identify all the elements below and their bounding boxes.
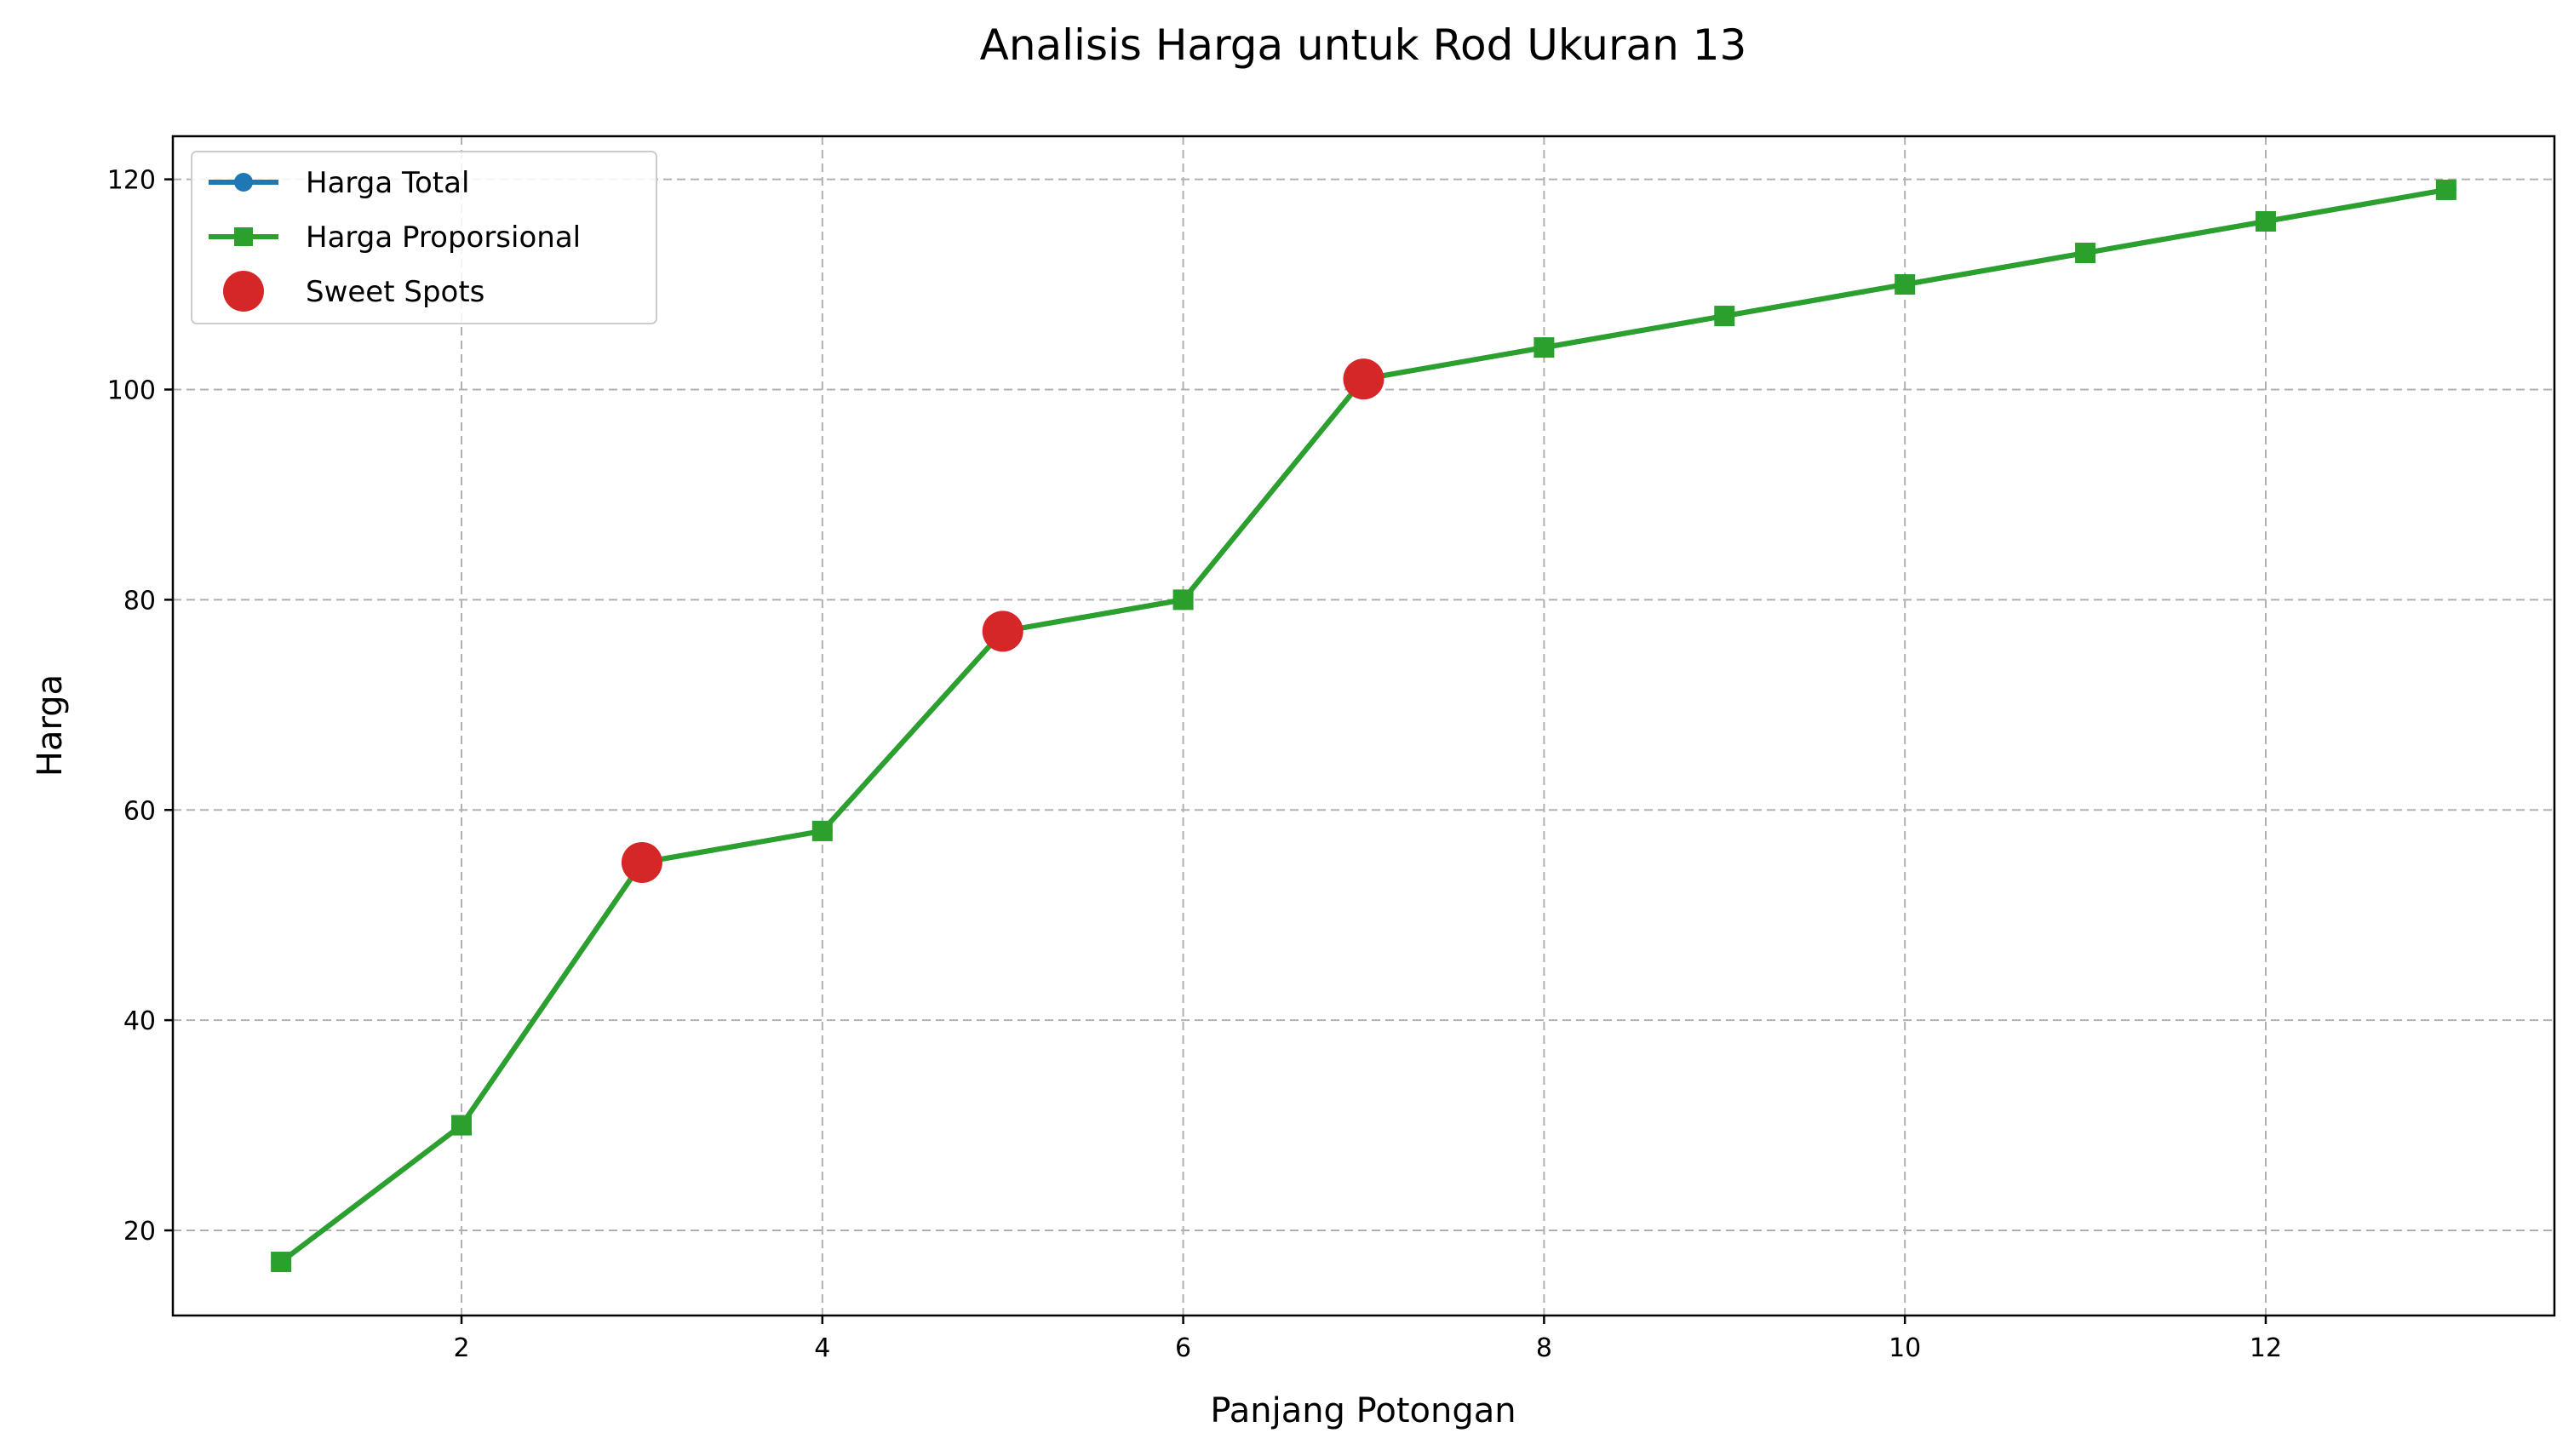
y-tick-label: 120: [107, 166, 156, 196]
series-layer: [271, 179, 2456, 1273]
plot-frame: [171, 135, 2556, 1317]
data-point: [1895, 274, 1916, 295]
data-point: [1172, 589, 1194, 610]
x-axis-ticks: 2 4 6 8 10 12: [453, 1316, 2282, 1363]
data-point: [2075, 243, 2096, 264]
sweet-spot-point: [982, 610, 1023, 652]
legend-marker: [234, 173, 253, 192]
data-point: [2255, 210, 2276, 232]
data-point: [1714, 306, 1735, 327]
sweet-spots: [621, 358, 1384, 883]
x-axis-label: Panjang Potongan: [1210, 1391, 1516, 1430]
x-tick-label: 6: [1175, 1333, 1191, 1363]
legend-box: [191, 151, 657, 324]
grid-lines: [173, 136, 2554, 1316]
series-line: [279, 186, 2447, 1264]
x-tick-label: 10: [1889, 1333, 1921, 1363]
data-point: [1534, 337, 1555, 358]
legend-label: Harga Total: [306, 166, 469, 200]
legend: Harga Total Harga Proporsional Sweet Spots: [191, 151, 657, 324]
y-axis-ticks: 20 40 60 80 100 120: [107, 166, 173, 1247]
x-tick-label: 2: [453, 1333, 469, 1363]
series-line: [279, 186, 2447, 1264]
x-tick-label: 8: [1536, 1333, 1552, 1363]
series-1: [271, 179, 2456, 1273]
y-tick-label: 100: [107, 375, 156, 405]
sweet-spot-point: [1343, 358, 1384, 400]
legend-marker: [234, 227, 253, 246]
y-axis-label: Harga: [31, 674, 70, 777]
legend-label: Harga Proporsional: [306, 221, 581, 255]
legend-label: Sweet Spots: [306, 275, 484, 309]
series-2: [271, 179, 2456, 1273]
y-tick-label: 80: [123, 586, 156, 616]
data-point: [451, 1115, 473, 1136]
y-tick-label: 40: [123, 1006, 156, 1036]
y-tick-label: 20: [123, 1217, 156, 1247]
legend-marker: [223, 271, 264, 312]
y-tick-label: 60: [123, 796, 156, 826]
data-point: [811, 820, 833, 841]
chart-title: Analisis Harga untuk Rod Ukuran 13: [980, 20, 1747, 70]
data-point: [271, 1252, 292, 1273]
data-point: [2435, 179, 2456, 200]
x-tick-label: 4: [814, 1333, 830, 1363]
sweet-spot-point: [621, 841, 662, 883]
x-tick-label: 12: [2250, 1333, 2282, 1363]
